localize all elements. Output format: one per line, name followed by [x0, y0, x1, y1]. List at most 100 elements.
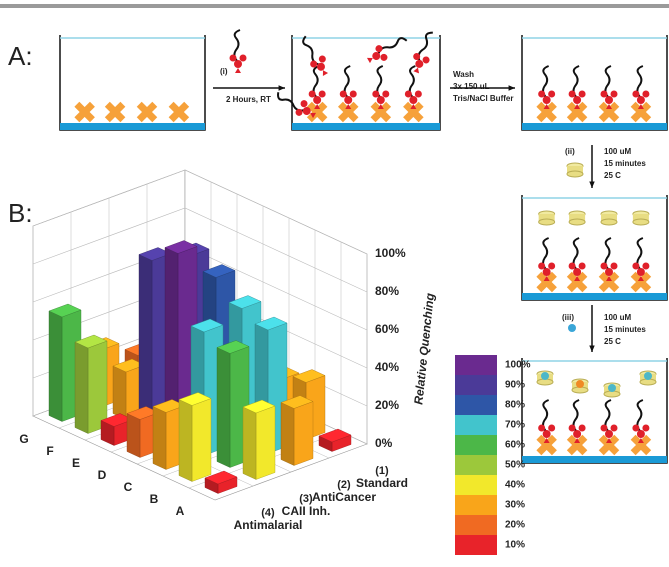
colorbar-swatch [455, 395, 497, 415]
x-tick-label: D [98, 468, 107, 482]
wash-text: Tris/NaCl Buffer [453, 94, 513, 103]
surface [522, 456, 667, 463]
bar-side [139, 255, 152, 432]
colorbar-swatch [455, 415, 497, 435]
colorbar-swatch [455, 495, 497, 515]
step-condition: 25 C [604, 171, 621, 180]
bar-side [75, 342, 88, 434]
ligand-icon [568, 324, 576, 332]
z-tick-label: 100% [375, 246, 406, 260]
arrow-head [509, 85, 515, 90]
top-rule [0, 4, 669, 8]
wash-text: Wash [453, 70, 474, 79]
step-condition: 25 C [604, 337, 621, 346]
series-number: (1) [375, 465, 389, 477]
bar-face [192, 399, 211, 482]
step-condition: 100 uM [604, 147, 631, 156]
inhibitor [601, 211, 617, 225]
bar-side [179, 400, 192, 482]
step-number: (i) [220, 67, 228, 76]
x-tick-label: E [72, 456, 80, 470]
figure: A: B: (i) 2 Hours, RT Wash 3x 150 uL Tri… [0, 0, 669, 567]
colorbar-label: 70% [505, 420, 525, 431]
bar-side [243, 407, 256, 480]
bar-face [256, 406, 275, 480]
z-tick-label: 60% [375, 322, 399, 336]
series-name: CAII Inh. [282, 504, 331, 518]
step-condition: 100 uM [604, 313, 631, 322]
x-tick-label: G [19, 432, 28, 446]
series-name: AntiCancer [312, 490, 376, 504]
step-condition: 2 Hours, RT [226, 95, 271, 104]
colorbar-label: 60% [505, 440, 525, 451]
surface [292, 123, 440, 130]
surface [522, 123, 667, 130]
series-name: Standard [356, 476, 408, 490]
inhibitor-icon [567, 163, 583, 177]
colorbar-label: 10% [505, 540, 525, 551]
bar-side [113, 366, 126, 420]
colorbar-swatch [455, 535, 497, 555]
colorbar-label: 80% [505, 400, 525, 411]
bar-side [49, 311, 62, 422]
ligand [541, 372, 549, 380]
inhibitor [539, 211, 555, 225]
z-axis-label: Relative Quenching [411, 292, 437, 406]
wash-text: 3x 150 uL [453, 82, 490, 91]
panel-label: B: [8, 198, 33, 228]
colorbar-label: 40% [505, 480, 525, 491]
step-number: (iii) [562, 313, 574, 322]
target [74, 102, 95, 123]
colorbar-label: 50% [505, 460, 525, 471]
ligand [644, 372, 652, 380]
free-probe [364, 32, 410, 68]
colorbar-swatch [455, 435, 497, 455]
step-condition: 15 minutes [604, 325, 646, 334]
series-number: (4) [261, 507, 275, 519]
step-number: (ii) [565, 147, 575, 156]
target [137, 102, 158, 123]
bar [281, 396, 313, 466]
colorbar-swatch [455, 455, 497, 475]
x-tick-label: A [176, 504, 185, 518]
z-tick-label: 40% [375, 360, 399, 374]
panel-label: A: [8, 41, 33, 71]
z-tick-label: 0% [375, 436, 393, 450]
series-number: (2) [337, 479, 351, 491]
colorbar-label: 90% [505, 380, 525, 391]
z-tick-label: 20% [375, 398, 399, 412]
colorbar-label: 100% [505, 360, 531, 371]
colorbar-swatch [455, 355, 497, 375]
arrow-head [589, 182, 594, 188]
surface [60, 123, 205, 130]
reagent [230, 30, 247, 73]
colorbar-swatch [455, 475, 497, 495]
z-tick-label: 80% [375, 284, 399, 298]
bar-chart-3d: 0% 20% 40% 60% 80% 100% Relative Quenching A B C D… [19, 170, 530, 555]
step-condition: 15 minutes [604, 159, 646, 168]
x-tick-label: B [150, 492, 159, 506]
arrow-head [589, 346, 594, 352]
bar [75, 335, 107, 434]
bar-side [153, 407, 166, 470]
ligand [576, 380, 584, 388]
x-tick-label: F [46, 444, 53, 458]
surface [522, 293, 667, 300]
series-name: Antimalarial [234, 518, 303, 532]
colorbar-swatch [455, 375, 497, 395]
colorbar-swatch [455, 515, 497, 535]
ligand [608, 384, 616, 392]
bar-side [127, 414, 140, 458]
bar [243, 400, 275, 480]
bar [179, 393, 211, 482]
target [169, 102, 190, 123]
series-number: (3) [299, 493, 313, 505]
bar-side [281, 403, 294, 466]
arrow-head [279, 85, 285, 90]
x-tick-label: C [124, 480, 133, 494]
colorbar-label: 20% [505, 520, 525, 531]
inhibitor [569, 211, 585, 225]
bar-face [294, 402, 313, 466]
colorbar-label: 30% [505, 500, 525, 511]
inhibitor [633, 211, 649, 225]
